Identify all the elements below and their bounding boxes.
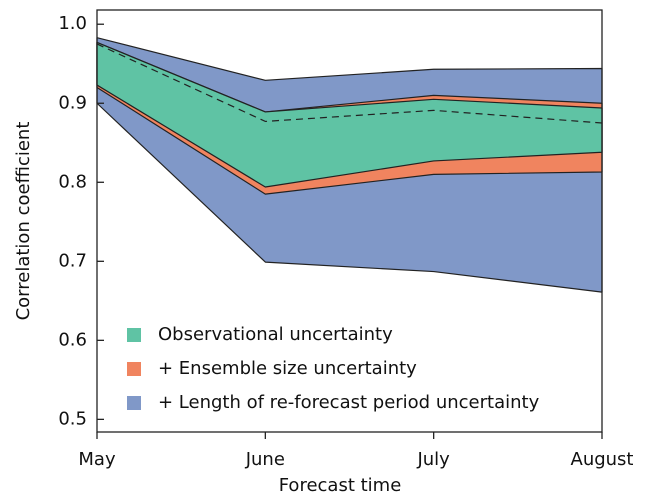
- legend-label: + Length of re-forecast period uncertain…: [158, 392, 540, 413]
- x-tick-label: July: [416, 449, 450, 470]
- x-tick-label: June: [245, 449, 285, 470]
- legend-swatch: [127, 396, 141, 410]
- x-tick-label: August: [571, 449, 634, 470]
- x-axis-label: Forecast time: [279, 475, 402, 496]
- y-tick-label: 0.8: [58, 171, 87, 192]
- legend-label: + Ensemble size uncertainty: [158, 358, 417, 379]
- legend-swatch: [127, 328, 141, 342]
- central-line: [96, 43, 603, 124]
- x-tick-label: May: [78, 449, 116, 470]
- y-axis-label: Correlation coefficient: [13, 122, 34, 321]
- plot-frame: [96, 9, 603, 433]
- legend-swatch: [127, 362, 141, 376]
- y-tick-label: 0.9: [58, 92, 87, 113]
- y-tick-label: 1.0: [58, 13, 87, 34]
- y-tick-label: 0.6: [58, 329, 87, 350]
- y-tick-label: 0.7: [58, 250, 87, 271]
- legend-label: Observational uncertainty: [158, 324, 393, 345]
- y-tick-label: 0.5: [58, 408, 87, 429]
